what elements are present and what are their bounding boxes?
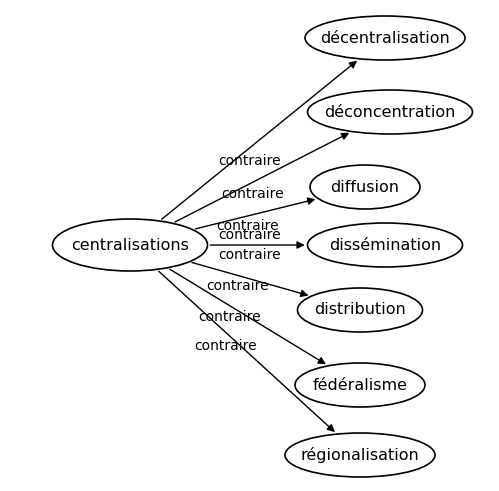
Ellipse shape (295, 363, 425, 407)
Text: dissémination: dissémination (329, 238, 441, 252)
Text: décentralisation: décentralisation (320, 30, 450, 46)
Text: contraire: contraire (218, 228, 281, 242)
Ellipse shape (307, 90, 473, 134)
Text: distribution: distribution (314, 302, 406, 318)
Text: contraire: contraire (217, 219, 279, 233)
Text: contraire: contraire (195, 339, 257, 353)
Ellipse shape (52, 219, 208, 271)
Ellipse shape (307, 223, 463, 267)
Text: fédéralisme: fédéralisme (312, 378, 408, 392)
Text: contraire: contraire (221, 187, 284, 201)
Text: centralisations: centralisations (71, 238, 189, 252)
Ellipse shape (285, 433, 435, 477)
Ellipse shape (310, 165, 420, 209)
Text: contraire: contraire (219, 154, 281, 167)
Text: régionalisation: régionalisation (300, 447, 419, 463)
Ellipse shape (305, 16, 465, 60)
Text: déconcentration: déconcentration (324, 105, 456, 119)
Ellipse shape (297, 288, 423, 332)
Text: contraire: contraire (218, 248, 281, 262)
Text: contraire: contraire (207, 279, 269, 293)
Text: contraire: contraire (199, 310, 261, 325)
Text: diffusion: diffusion (330, 180, 400, 194)
